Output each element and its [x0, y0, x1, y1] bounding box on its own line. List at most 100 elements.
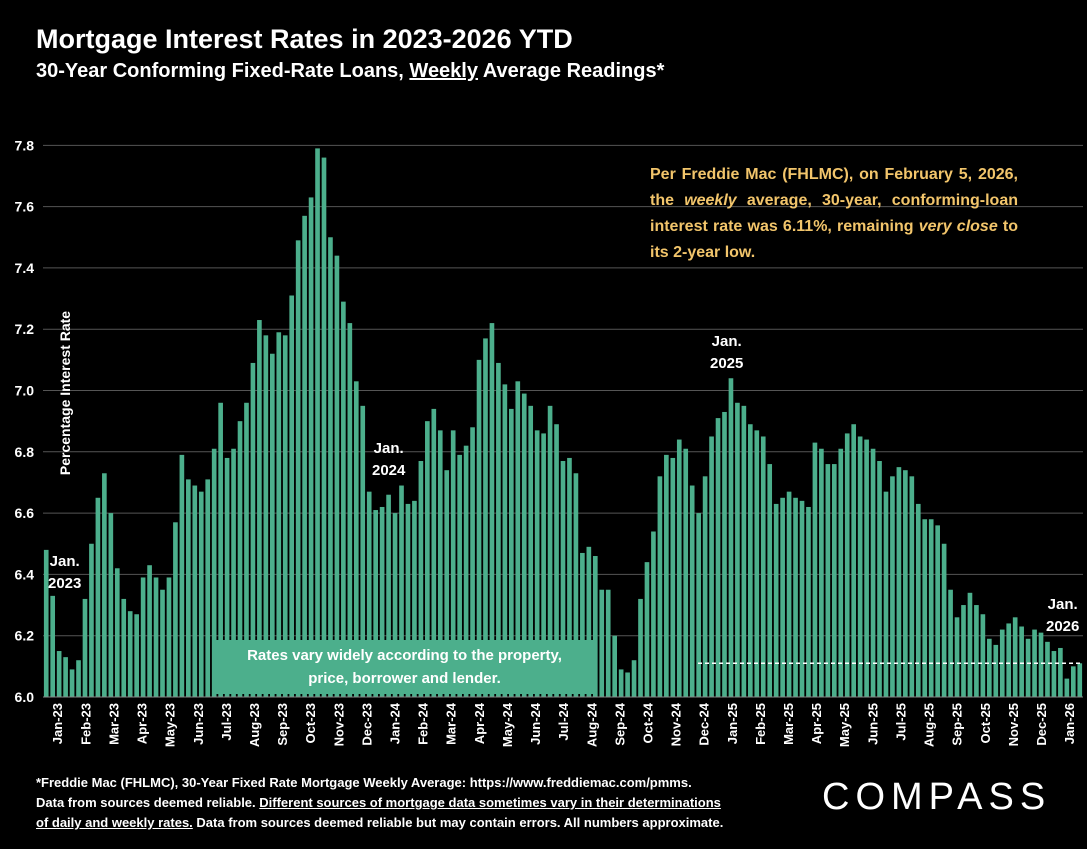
bars [43, 148, 1083, 698]
bar [237, 421, 243, 697]
bar [127, 611, 133, 697]
bar [541, 433, 546, 697]
bar [328, 237, 333, 697]
bar [961, 605, 966, 697]
subtitle-text-end: Average Readings* [478, 60, 665, 82]
bar [295, 240, 301, 697]
annotation-jan-2025-line1: Jan. [711, 333, 742, 350]
bar [121, 598, 127, 697]
bar [547, 405, 553, 697]
bar [980, 614, 986, 697]
bar [915, 503, 921, 697]
bar [1019, 626, 1024, 697]
bar [257, 320, 262, 697]
annotation-jan-2023-line1: Jan. [49, 553, 80, 570]
bar [147, 565, 152, 697]
bar [444, 470, 450, 697]
bar [347, 323, 353, 697]
bar [431, 408, 437, 697]
bar [819, 448, 824, 697]
bar [463, 445, 469, 697]
bar [664, 454, 669, 697]
y-tick-label: 7.4 [15, 260, 35, 276]
bar [405, 503, 411, 697]
bar [896, 467, 902, 697]
bar [974, 605, 979, 697]
bar [851, 424, 857, 697]
bar [418, 461, 424, 697]
footer-line-1: *Freddie Mac (FHLMC), 30-Year Fixed Rate… [36, 775, 692, 790]
bar [793, 497, 798, 697]
bar [360, 405, 366, 697]
bar [250, 362, 256, 697]
bar [160, 589, 165, 697]
bar [140, 577, 146, 697]
x-tick-label: May-23 [163, 703, 178, 747]
bar [211, 448, 217, 697]
bar [1064, 678, 1070, 697]
annotation-jan-2025: Jan. 2025 [710, 331, 743, 375]
bar [844, 433, 850, 697]
x-tick-label: Feb-23 [78, 703, 93, 745]
bar [741, 405, 747, 697]
bar [82, 598, 88, 697]
x-tick-label: Jan-23 [50, 703, 65, 744]
bar [108, 513, 114, 697]
bar [1006, 623, 1012, 697]
bar [1077, 663, 1083, 697]
note-italic-2: very close [918, 218, 998, 235]
annotation-jan-2026-line2: 2026 [1046, 618, 1080, 635]
x-tick-label: Aug-25 [922, 703, 937, 747]
bar [153, 577, 159, 697]
bar [592, 556, 598, 697]
x-tick-label: Jun-25 [865, 703, 880, 745]
bar [192, 485, 198, 697]
bar [379, 506, 385, 697]
bar [987, 638, 992, 697]
bar [508, 408, 514, 697]
x-tick-label: Feb-24 [416, 702, 431, 745]
bar [244, 402, 249, 697]
bar [399, 485, 404, 697]
bar [825, 464, 831, 697]
bar [198, 491, 204, 697]
y-tick-label: 6.8 [15, 444, 35, 460]
subtitle-weekly: Weekly [409, 60, 478, 82]
x-tick-labels: Jan-23 Feb-23 Mar-23 Apr-23 May-23 Jun-23 Jul-… [50, 702, 1077, 747]
x-tick-label: Mar-24 [444, 702, 459, 745]
bar [618, 669, 624, 697]
info-note: Per Freddie Mac (FHLMC), on February 5, … [650, 162, 1018, 266]
chart-title: Mortgage Interest Rates in 2023-2026 YTD [36, 24, 573, 54]
bar [599, 589, 605, 697]
bar [831, 464, 837, 697]
bar [50, 595, 56, 697]
note-text-3: to its 2-year low. [650, 218, 1019, 261]
bar [922, 519, 928, 697]
bar [179, 454, 185, 697]
bar [883, 491, 889, 697]
bar [935, 525, 940, 697]
bar [696, 513, 701, 697]
bar [166, 577, 172, 697]
y-tick-label: 6.2 [15, 628, 35, 644]
bar [334, 255, 340, 697]
bar [321, 157, 327, 697]
x-tick-label: Mar-25 [781, 703, 796, 745]
compass-logo: COMPASS [822, 776, 1052, 818]
bar [515, 381, 521, 697]
rates-vary-banner: Rates vary widely according to the prope… [212, 640, 597, 694]
bar [205, 479, 211, 697]
x-tick-label: Apr-24 [472, 702, 487, 744]
bar [812, 442, 818, 697]
footer-line-2-underlined: Different sources of mortgage data somet… [259, 795, 721, 810]
bar [69, 669, 75, 697]
x-tick-label: Jul-24 [556, 702, 571, 740]
bar [877, 461, 882, 697]
bar [993, 644, 999, 697]
x-tick-label: May-25 [837, 703, 852, 747]
x-tick-label: Sep-23 [275, 703, 290, 746]
bar [224, 457, 230, 697]
bar [502, 384, 508, 697]
x-tick-label: Apr-25 [809, 703, 824, 744]
